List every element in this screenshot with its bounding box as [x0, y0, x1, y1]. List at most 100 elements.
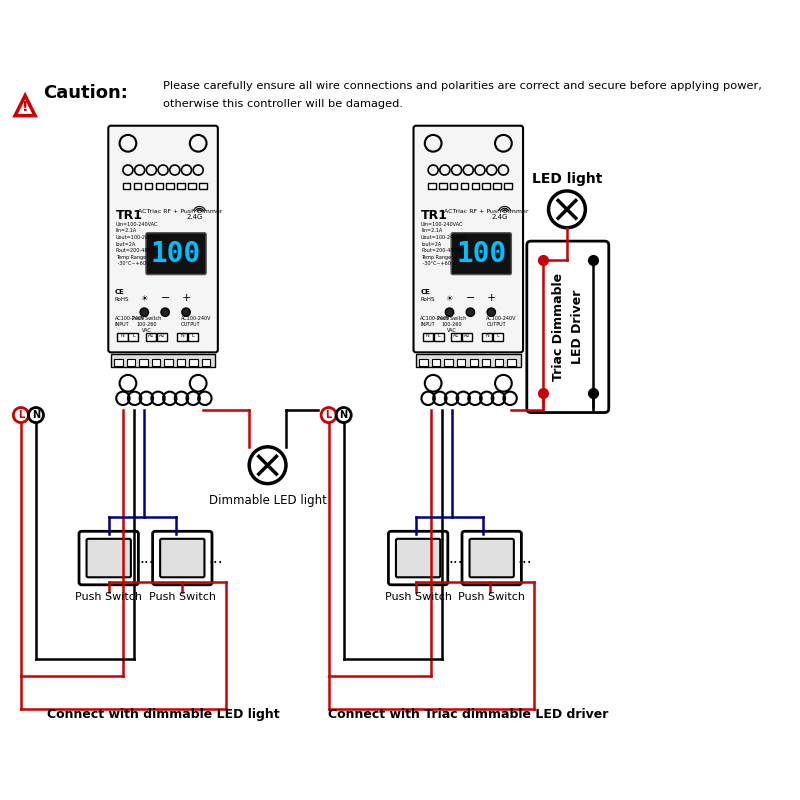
Text: −: − [466, 293, 475, 303]
FancyBboxPatch shape [451, 233, 511, 274]
Text: ...: ... [449, 551, 463, 566]
Text: RoHS: RoHS [115, 297, 130, 302]
Bar [157, 333, 167, 342]
Circle shape [140, 308, 149, 316]
Text: N: N [340, 410, 348, 420]
Text: AC100-240V
OUTPUT: AC100-240V OUTPUT [486, 315, 517, 326]
Bar [434, 333, 444, 342]
Text: Push Switch
100-260
VAC: Push Switch 100-260 VAC [132, 315, 162, 333]
Text: N: N [426, 333, 430, 338]
Text: Uin=100-240VAC
Iin=2.1A
Uout=100-240VAC
Iout=2A
Pout=200-480W
Temp Range:
 -30°C: Uin=100-240VAC Iin=2.1A Uout=100-240VAC … [116, 222, 162, 266]
Bar [450, 183, 458, 190]
Bar [155, 183, 163, 190]
FancyBboxPatch shape [146, 233, 206, 274]
Text: Push Switch: Push Switch [458, 592, 525, 602]
Text: A1: A1 [148, 333, 154, 338]
Text: !: ! [22, 100, 28, 114]
Text: Push Switch: Push Switch [385, 592, 452, 602]
Circle shape [487, 308, 495, 316]
Bar [494, 359, 503, 366]
Text: N: N [486, 333, 489, 338]
FancyBboxPatch shape [527, 241, 609, 413]
Bar [462, 333, 472, 342]
Text: ☀: ☀ [141, 294, 148, 303]
Text: Dimmable LED light: Dimmable LED light [209, 494, 326, 506]
Text: CE: CE [420, 289, 430, 294]
Text: AC100-240V
INPUT: AC100-240V INPUT [420, 315, 450, 326]
Bar [445, 359, 453, 366]
Text: TR1: TR1 [421, 209, 448, 222]
Text: Connect with dimmable LED light: Connect with dimmable LED light [46, 708, 279, 721]
Text: +: + [182, 293, 190, 303]
Bar [470, 359, 478, 366]
Bar [177, 359, 186, 366]
Text: L: L [18, 410, 24, 420]
Bar [190, 359, 198, 366]
Text: ...: ... [209, 551, 223, 566]
Bar [126, 359, 135, 366]
Text: RoHS: RoHS [420, 297, 434, 302]
Bar [164, 359, 173, 366]
Text: Triac Dimmable
LED Driver: Triac Dimmable LED Driver [552, 273, 584, 381]
Bar [419, 359, 428, 366]
FancyBboxPatch shape [389, 531, 448, 585]
Bar [428, 183, 436, 190]
Circle shape [466, 308, 474, 316]
Bar [416, 354, 521, 367]
FancyBboxPatch shape [396, 539, 440, 578]
Text: AC100-240V
INPUT: AC100-240V INPUT [115, 315, 146, 326]
Bar [422, 333, 433, 342]
Bar [145, 183, 152, 190]
Bar [472, 183, 479, 190]
FancyBboxPatch shape [108, 126, 218, 352]
Bar [482, 183, 490, 190]
Bar [507, 359, 515, 366]
Bar [139, 359, 147, 366]
FancyBboxPatch shape [470, 539, 514, 578]
Text: TR1: TR1 [116, 209, 143, 222]
FancyBboxPatch shape [160, 539, 205, 578]
Bar [114, 359, 122, 366]
Bar [451, 333, 461, 342]
Text: ...: ... [139, 551, 154, 566]
Bar [482, 333, 492, 342]
Bar [199, 183, 206, 190]
Bar [177, 333, 187, 342]
Text: L: L [497, 333, 499, 338]
Text: N: N [121, 333, 124, 338]
Text: 2.4G: 2.4G [491, 214, 508, 220]
Bar [494, 183, 501, 190]
Text: 100: 100 [456, 240, 506, 268]
Circle shape [446, 308, 454, 316]
Text: L: L [132, 333, 134, 338]
Bar [202, 359, 210, 366]
Bar [118, 333, 127, 342]
Text: ☀: ☀ [446, 294, 454, 303]
Bar [493, 333, 503, 342]
Text: Please carefully ensure all wire connections and polarities are correct and secu: Please carefully ensure all wire connect… [163, 82, 762, 91]
Bar [146, 333, 156, 342]
Bar [188, 183, 196, 190]
Text: Connect with Triac dimmable LED driver: Connect with Triac dimmable LED driver [328, 708, 609, 721]
Bar [128, 333, 138, 342]
Bar [188, 333, 198, 342]
Text: L: L [326, 410, 332, 420]
Text: Caution:: Caution: [43, 84, 128, 102]
Text: CE: CE [115, 289, 125, 294]
Text: 100: 100 [151, 240, 201, 268]
Bar [178, 183, 185, 190]
Text: L: L [438, 333, 440, 338]
Text: A2: A2 [158, 333, 165, 338]
Text: Push Switch: Push Switch [75, 592, 142, 602]
Text: ...: ... [518, 551, 533, 566]
FancyBboxPatch shape [462, 531, 522, 585]
Text: Push Switch
100-260
VAC: Push Switch 100-260 VAC [438, 315, 466, 333]
Text: Uin=100-240VAC
Iin=2.1A
Uout=100-240VAC
Iout=2A
Pout=200-480W
Temp Range:
 -30°C: Uin=100-240VAC Iin=2.1A Uout=100-240VAC … [421, 222, 467, 266]
Text: Push Switch: Push Switch [149, 592, 216, 602]
Bar [457, 359, 466, 366]
Bar [152, 359, 160, 366]
Bar [432, 359, 440, 366]
Text: +: + [486, 293, 496, 303]
Text: N: N [32, 410, 40, 420]
Bar [134, 183, 142, 190]
